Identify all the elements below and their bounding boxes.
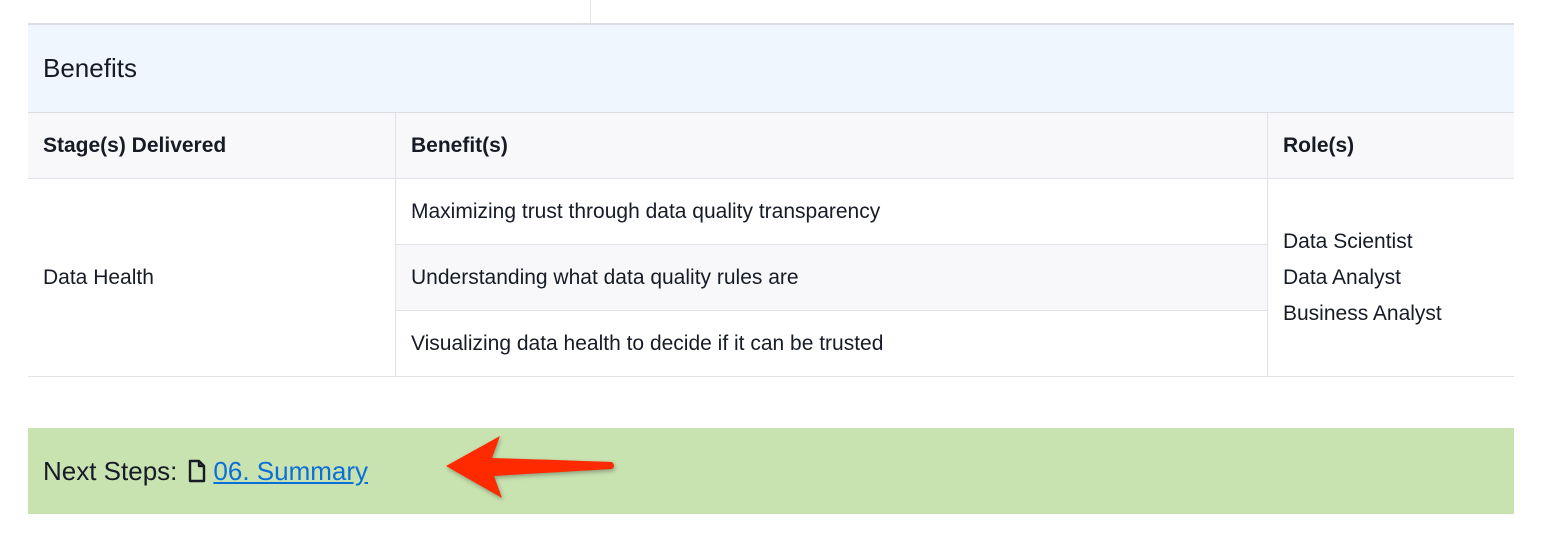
benefits-table: Stage(s) Delivered Benefit(s) Role(s) Da… (28, 113, 1514, 377)
benefit-cell: Visualizing data health to decide if it … (395, 310, 1268, 377)
column-header-stage: Stage(s) Delivered (28, 113, 396, 179)
table-row: Visualizing data health to decide if it … (28, 310, 1514, 377)
arrow-annotation-icon (446, 436, 614, 498)
benefits-title: Benefits (43, 53, 137, 83)
section-divider (28, 23, 1514, 25)
benefit-cell: Understanding what data quality rules ar… (395, 244, 1268, 311)
benefits-header: Benefits (28, 25, 1514, 113)
role: Data Scientist (1283, 229, 1413, 253)
next-steps-banner: Next Steps: 06. Summary (28, 428, 1514, 514)
table-header-row: Stage(s) Delivered Benefit(s) Role(s) (28, 113, 1514, 179)
column-header-benefit: Benefit(s) (395, 113, 1268, 179)
next-steps-label: Next Steps: (43, 455, 178, 486)
role: Data Analyst (1283, 265, 1401, 289)
table-row: Data Health Maximizing trust through dat… (28, 178, 1514, 377)
document-icon (187, 459, 207, 483)
roles-cell: Data Scientist Data Analyst Business Ana… (1267, 178, 1514, 377)
benefit-cell: Maximizing trust through data quality tr… (395, 178, 1268, 245)
column-header-role: Role(s) (1267, 113, 1514, 179)
stage-cell: Data Health (28, 178, 396, 377)
summary-link[interactable]: 06. Summary (213, 455, 369, 486)
column-divider (590, 0, 591, 24)
role: Business Analyst (1283, 301, 1442, 325)
table-row: Understanding what data quality rules ar… (28, 244, 1514, 311)
